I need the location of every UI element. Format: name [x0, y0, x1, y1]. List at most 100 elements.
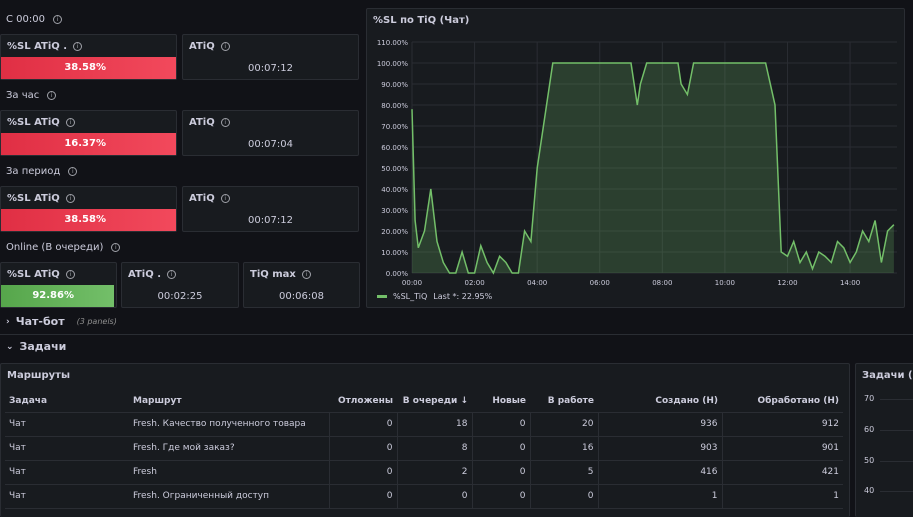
cell-postponed: 0 — [328, 436, 397, 461]
section-since-midnight: С 00:00 i — [6, 14, 62, 25]
info-icon[interactable]: i — [68, 167, 78, 176]
series-line — [411, 62, 895, 275]
cell-processed: 1 — [721, 484, 843, 509]
cell-new: 0 — [471, 436, 530, 461]
cell-route: Fresh. Ограниченный доступ — [129, 484, 329, 509]
table-row[interactable]: Чат Fresh. Качество полученного товара 0… — [5, 412, 843, 437]
info-icon[interactable]: i — [167, 270, 176, 279]
panel-title: ATiQ — [189, 117, 215, 128]
y-tick-label: 80.00% — [381, 102, 408, 110]
info-icon[interactable]: i — [73, 42, 83, 51]
sl-chart-svg[interactable]: 110.00% 100.00% 90.00% 80.00% 70.00% 60.00% 50… — [367, 9, 904, 307]
row-panel-count: (3 panels) — [76, 317, 117, 326]
table-row[interactable]: Чат Fresh 0 2 0 5 416 421 — [5, 460, 843, 485]
panel-atiq-per-period: ATiQ i 00:07:12 — [182, 186, 359, 232]
info-icon[interactable]: i — [220, 118, 230, 127]
cell-in-queue: 18 — [396, 412, 472, 437]
cell-route: Fresh — [129, 460, 329, 485]
legend-swatch — [377, 295, 387, 298]
table-header-row: Задача Маршрут Отложены В очереди ↓ Новы… — [5, 390, 843, 413]
cell-route: Fresh. Где мой заказ? — [129, 436, 329, 461]
cell-new: 0 — [471, 460, 530, 485]
cell-in-progress: 20 — [529, 412, 598, 437]
cell-processed: 901 — [721, 436, 843, 461]
sl-value-bar: 92.86% — [1, 285, 114, 307]
panel-title: %SL ATiQ — [7, 193, 60, 204]
section-title: Online (В очереди) — [6, 242, 104, 253]
cell-new: 0 — [471, 412, 530, 437]
col-header-processed[interactable]: Обработано (Н) — [722, 390, 843, 413]
y-tick-label: 40.00% — [381, 186, 408, 194]
col-header-new[interactable]: Новые — [472, 390, 530, 413]
y-tick-label: 60.00% — [381, 144, 408, 152]
cell-created: 936 — [597, 412, 722, 437]
atiq-value: 00:02:25 — [157, 291, 203, 302]
cell-task: Чат — [5, 436, 129, 461]
col-header-in-queue[interactable]: В очереди ↓ — [397, 390, 472, 413]
sl-value-bar: 38.58% — [1, 57, 176, 79]
panel-atiq-since-midnight: ATiQ i 00:07:12 — [182, 34, 359, 80]
info-icon[interactable]: i — [220, 42, 230, 51]
cell-postponed: 0 — [328, 484, 397, 509]
gridline — [880, 430, 913, 431]
panel-title: %SL ATiQ — [7, 269, 60, 280]
panel-atiq-online: ATiQ . i 00:02:25 — [121, 262, 239, 308]
y-tick-label: 40 — [864, 486, 875, 495]
info-icon[interactable]: i — [220, 194, 230, 203]
info-icon[interactable]: i — [65, 194, 75, 203]
col-header-postponed[interactable]: Отложены — [329, 390, 397, 413]
panel-title: ATiQ . — [128, 269, 161, 280]
chevron-down-icon: ⌄ — [6, 341, 14, 352]
cell-task: Чат — [5, 484, 129, 509]
y-tick-label: 100.00% — [377, 60, 408, 68]
series-area — [412, 63, 894, 273]
legend-last-value: Last *: 22.95% — [433, 292, 493, 301]
x-tick-label: 04:00 — [527, 279, 547, 287]
panel-atiq-per-hour: ATiQ i 00:07:04 — [182, 110, 359, 156]
section-per-hour: За час i — [6, 90, 57, 101]
table-row[interactable]: Чат Fresh. Где мой заказ? 0 8 0 16 903 9… — [5, 436, 843, 461]
row-chatbot[interactable]: › Чат-бот (3 panels) — [6, 315, 117, 328]
row-title: Чат-бот — [15, 315, 65, 328]
cell-created: 416 — [597, 460, 722, 485]
col-header-in-progress[interactable]: В работе — [530, 390, 598, 413]
panel-routes-table: Маршруты Задача Маршрут Отложены В очере… — [0, 363, 850, 517]
panel-title: ATiQ — [189, 193, 215, 204]
x-tick-label: 02:00 — [464, 279, 484, 287]
y-tick-label: 50.00% — [381, 165, 408, 173]
info-icon[interactable]: i — [65, 118, 75, 127]
info-icon[interactable]: i — [52, 15, 62, 24]
cell-in-queue: 0 — [396, 484, 472, 509]
chevron-right-icon: › — [6, 316, 10, 327]
cell-created: 1 — [597, 484, 722, 509]
table-row[interactable]: Чат Fresh. Ограниченный доступ 0 0 0 0 1… — [5, 484, 843, 509]
sort-down-icon: ↓ — [460, 395, 468, 406]
cell-new: 0 — [471, 484, 530, 509]
info-icon[interactable]: i — [111, 243, 121, 252]
x-tick-label: 06:00 — [590, 279, 610, 287]
x-tick-label: 12:00 — [777, 279, 797, 287]
cell-processed: 912 — [721, 412, 843, 437]
cell-in-queue: 8 — [396, 436, 472, 461]
panel-sl-per-period: %SL ATiQ i 38.58% — [0, 186, 177, 232]
row-title: Задачи — [19, 340, 67, 353]
atiq-value: 00:07:12 — [248, 215, 293, 226]
cell-processed: 421 — [721, 460, 843, 485]
info-icon[interactable]: i — [65, 270, 75, 279]
col-header-created[interactable]: Создано (Н) — [598, 390, 722, 413]
chart-legend[interactable]: %SL_TiQ Last *: 22.95% — [377, 292, 492, 301]
gridline — [880, 491, 913, 492]
info-icon[interactable]: i — [301, 270, 311, 279]
section-title: За период — [6, 166, 61, 177]
panel-tiqmax-online: TiQ max i 00:06:08 — [243, 262, 360, 308]
panel-title: TiQ max — [250, 269, 296, 280]
row-tasks[interactable]: ⌄ Задачи — [6, 340, 66, 353]
panel-title: %SL ATiQ — [7, 117, 60, 128]
col-header-task[interactable]: Задача — [5, 390, 129, 413]
cell-task: Чат — [5, 460, 129, 485]
col-header-label: В очереди — [402, 395, 458, 406]
info-icon[interactable]: i — [47, 91, 57, 100]
col-header-route[interactable]: Маршрут — [129, 390, 329, 413]
y-tick-label: 20.00% — [381, 228, 408, 236]
panel-sl-since-midnight: %SL ATiQ . i 38.58% — [0, 34, 177, 80]
